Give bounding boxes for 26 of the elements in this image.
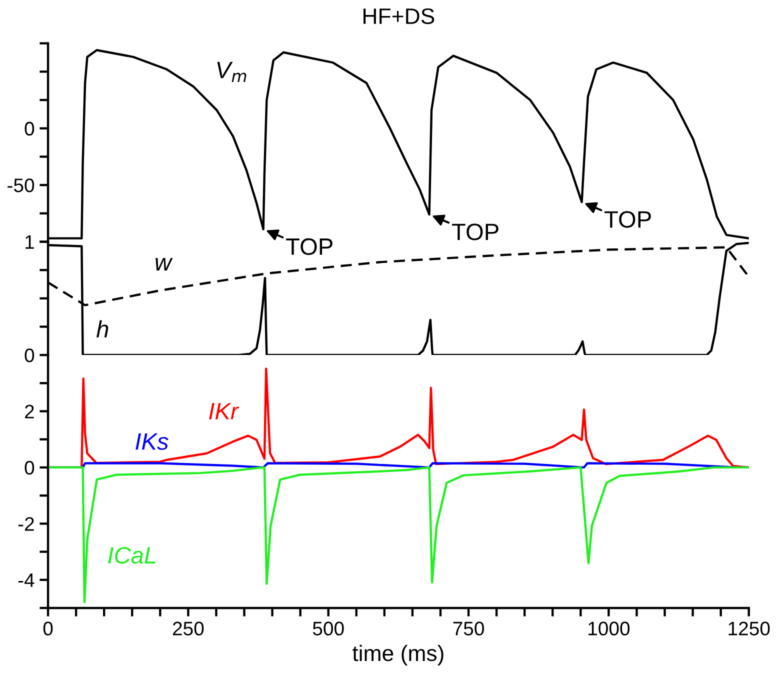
y-tick-label: 1 [26, 235, 34, 249]
series-label: IKs [136, 433, 168, 450]
annotation: TOP [452, 224, 498, 240]
line-series [48, 466, 749, 604]
series-label: h [96, 320, 108, 338]
annotation: TOP [286, 238, 332, 256]
series-label: V$_{m}$ [217, 62, 246, 82]
x-tick-label: 750 [453, 622, 484, 636]
x-tick-label: 0 [43, 622, 53, 636]
y-tick-label: -4 [18, 574, 34, 587]
y-tick-label: 0 [24, 348, 34, 362]
series-label: IKr [209, 403, 240, 420]
y-tick-label: -2 [18, 517, 34, 531]
x-tick-label: 1250 [728, 622, 770, 636]
y-tick-label: 0 [24, 122, 34, 136]
x-tick-label: 500 [312, 622, 344, 636]
x-tick-label: 1000 [588, 622, 630, 636]
y-tick-label: 2 [25, 404, 34, 418]
y-tick-label: 0 [24, 460, 34, 475]
x-tick-label: 250 [172, 622, 204, 636]
x-axis-title: time (ms) [352, 644, 444, 666]
y-tick-label: -50 [8, 178, 34, 192]
series-label: ICaL [108, 547, 156, 564]
chart-title: HF+DS [364, 8, 434, 24]
series-label: w [156, 258, 173, 270]
annotation: TOP [604, 211, 651, 228]
